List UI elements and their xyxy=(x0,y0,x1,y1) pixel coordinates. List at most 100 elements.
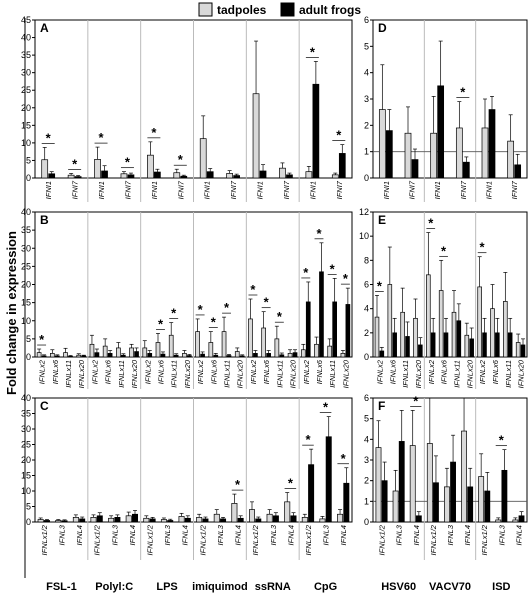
panel-c-bar-tadpoles xyxy=(284,501,291,523)
panel-e-x-tick-label: IFNLx2 xyxy=(375,359,384,384)
panel-d-y-tick-label: 6 xyxy=(364,15,369,25)
panel-b-bar-adult-frogs xyxy=(121,354,126,358)
panel-b-x-tick-label: IFNLx6 xyxy=(262,359,271,384)
panel-a-bar-adult-frogs xyxy=(154,171,161,179)
panel-f-y-tick-label: 5 xyxy=(364,414,369,424)
panel-b-bar-adult-frogs xyxy=(147,353,153,358)
panel-d-bar-tadpoles xyxy=(481,127,489,179)
panel-a-bar-tadpoles xyxy=(279,167,286,179)
panel-a-bar-adult-frogs xyxy=(127,174,135,179)
group-label: HSV60 xyxy=(381,581,416,593)
panel-b-x-tick-label: IFNLx6 xyxy=(51,359,60,384)
panel-d-y-tick-label: 1 xyxy=(364,147,369,157)
panel-a-bar-adult-frogs xyxy=(180,175,188,179)
panel-d-y-tick-label: 0 xyxy=(364,173,369,183)
panel-e-bar-tadpoles xyxy=(374,316,380,358)
panel-f-letter: F xyxy=(378,399,385,413)
panel-a-y-tick-label: 10 xyxy=(21,138,31,148)
panel-a-bar-tadpoles xyxy=(67,174,75,179)
panel-c-bar-adult-frogs xyxy=(343,482,350,523)
panel-a-y-tick-label: 35 xyxy=(21,50,31,60)
panel-c-bar-tadpoles xyxy=(90,516,97,523)
panel-d-bar-tadpoles xyxy=(455,127,463,179)
panel-a-bar-adult-frogs xyxy=(74,176,82,179)
panel-b-bar-adult-frogs xyxy=(107,353,113,358)
panel-e-x-tick-label: IFNLx6 xyxy=(388,359,397,384)
panel-b-x-tick-label: IFNLx2 xyxy=(90,359,99,384)
panel-e-bar-adult-frogs xyxy=(456,320,462,358)
panel-c-x-tick-label: IFNL3 xyxy=(216,524,225,545)
panel-a-significance-star: * xyxy=(99,130,105,145)
panel-b-bar-tadpoles xyxy=(102,345,108,358)
panel-a-x-tick-label: IFNI7 xyxy=(123,180,132,199)
panel-a-x-tick-label: IFNI1 xyxy=(150,181,159,199)
panel-b-x-tick-label: IFNLx2 xyxy=(38,359,47,384)
panel-e-x-tick-label: IFNLx20 xyxy=(517,359,526,388)
group-label: ISD xyxy=(492,581,510,593)
panel-b-significance-star: * xyxy=(211,315,217,330)
panel-b-significance-star: * xyxy=(330,261,336,276)
panel-c-bar-adult-frogs xyxy=(114,516,121,523)
panel-a-y-tick-label: 25 xyxy=(21,85,31,95)
panel-e-x-tick-label: IFNLx6 xyxy=(491,359,500,384)
panel-a-x-tick-label: IFNI7 xyxy=(229,180,238,199)
panel-b-x-tick-label: IFNLx2 xyxy=(196,359,205,384)
panel-b-bar-adult-frogs xyxy=(94,352,100,358)
panel-c-x-tick-label: IFNLx1/2 xyxy=(198,524,207,555)
panel-a-y-tick-label: 45 xyxy=(21,15,31,25)
panel-e-y-tick-label: 4 xyxy=(364,304,369,314)
panel-c-bar-adult-frogs xyxy=(61,520,68,523)
panel-c-bar-adult-frogs xyxy=(79,518,86,523)
panel-e-x-tick-label: IFNLx6 xyxy=(440,359,449,384)
panel-a-bar-tadpoles xyxy=(147,154,154,179)
panel-a-bar-tadpoles xyxy=(41,159,49,179)
panel-a-x-tick-label: IFNI1 xyxy=(97,181,106,199)
panel-a-bar-adult-frogs xyxy=(312,83,320,179)
group-label: CpG xyxy=(314,581,337,593)
panel-b-bar-tadpoles xyxy=(76,354,82,358)
panel-f-x-tick-label: IFNL3 xyxy=(395,524,404,545)
panel-b-significance-star: * xyxy=(39,332,45,347)
panel-e-x-tick-label: IFNLx2 xyxy=(478,359,487,384)
panel-f-bar-adult-frogs xyxy=(398,441,405,523)
panel-b-significance-star: * xyxy=(264,295,270,310)
panel-c-bar-tadpoles xyxy=(196,516,203,523)
panel-a-x-tick-label: IFNI7 xyxy=(335,180,344,199)
panel-f-bar-tadpoles xyxy=(375,447,382,523)
panel-b-bar-tadpoles xyxy=(116,347,121,358)
panel-c-bar-tadpoles xyxy=(143,517,150,523)
panel-f-x-tick-label: IFNL4 xyxy=(412,525,421,545)
group-label: ssRNA xyxy=(255,581,291,593)
panel-c-significance-star: * xyxy=(323,400,329,415)
panel-a-x-tick-label: IFNI1 xyxy=(256,181,265,199)
panel-c-bar-adult-frogs xyxy=(325,436,332,523)
panel-b-bar-adult-frogs xyxy=(226,355,232,358)
panel-b-bar-adult-frogs xyxy=(54,355,60,358)
panel-f-bar-adult-frogs xyxy=(467,486,474,523)
panel-c-bar-tadpoles xyxy=(108,517,115,523)
panel-c-bar-adult-frogs xyxy=(237,517,244,523)
panel-a-significance-star: * xyxy=(336,128,342,143)
panel-c-bar-tadpoles xyxy=(266,513,273,523)
panel-c-y-tick-label: 20 xyxy=(21,455,31,465)
panel-a-letter: A xyxy=(40,21,49,35)
panel-e-bar-adult-frogs xyxy=(520,344,526,358)
panel-b-x-tick-label: IFNLx2 xyxy=(302,359,311,384)
panel-c-y-tick-label: 35 xyxy=(21,409,31,419)
panel-b-y-tick-label: 25 xyxy=(21,261,31,271)
panel-f-significance-star: * xyxy=(499,433,505,448)
panel-c-x-tick-label: IFNL3 xyxy=(57,524,66,545)
panel-b-significance-star: * xyxy=(198,302,204,317)
panel-c-y-tick-label: 15 xyxy=(21,471,31,481)
panel-f-bar-adult-frogs xyxy=(450,461,456,523)
panel-c-bar-adult-frogs xyxy=(290,515,297,523)
panel-b-bar-tadpoles xyxy=(129,347,134,358)
panel-b-bar-adult-frogs xyxy=(81,355,87,358)
panel-a-bar-tadpoles xyxy=(173,172,181,179)
panel-d-letter: D xyxy=(378,21,387,35)
panel-c-bar-adult-frogs xyxy=(167,520,174,523)
panel-e-bar-adult-frogs xyxy=(430,332,436,358)
panel-b-x-tick-label: IFNLx20 xyxy=(236,359,245,388)
panel-c-bar-tadpoles xyxy=(213,513,220,523)
